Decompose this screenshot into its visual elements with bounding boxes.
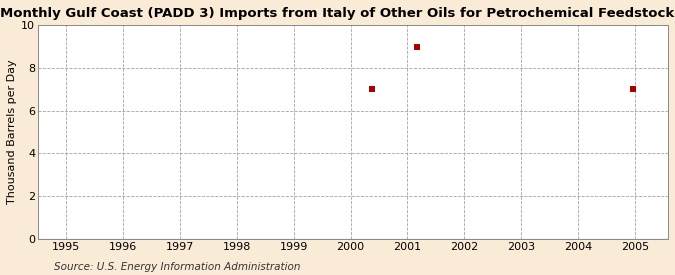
Text: Source: U.S. Energy Information Administration: Source: U.S. Energy Information Administ… xyxy=(54,262,300,272)
Title: Monthly Gulf Coast (PADD 3) Imports from Italy of Other Oils for Petrochemical F: Monthly Gulf Coast (PADD 3) Imports from… xyxy=(0,7,675,20)
Y-axis label: Thousand Barrels per Day: Thousand Barrels per Day xyxy=(7,60,17,204)
